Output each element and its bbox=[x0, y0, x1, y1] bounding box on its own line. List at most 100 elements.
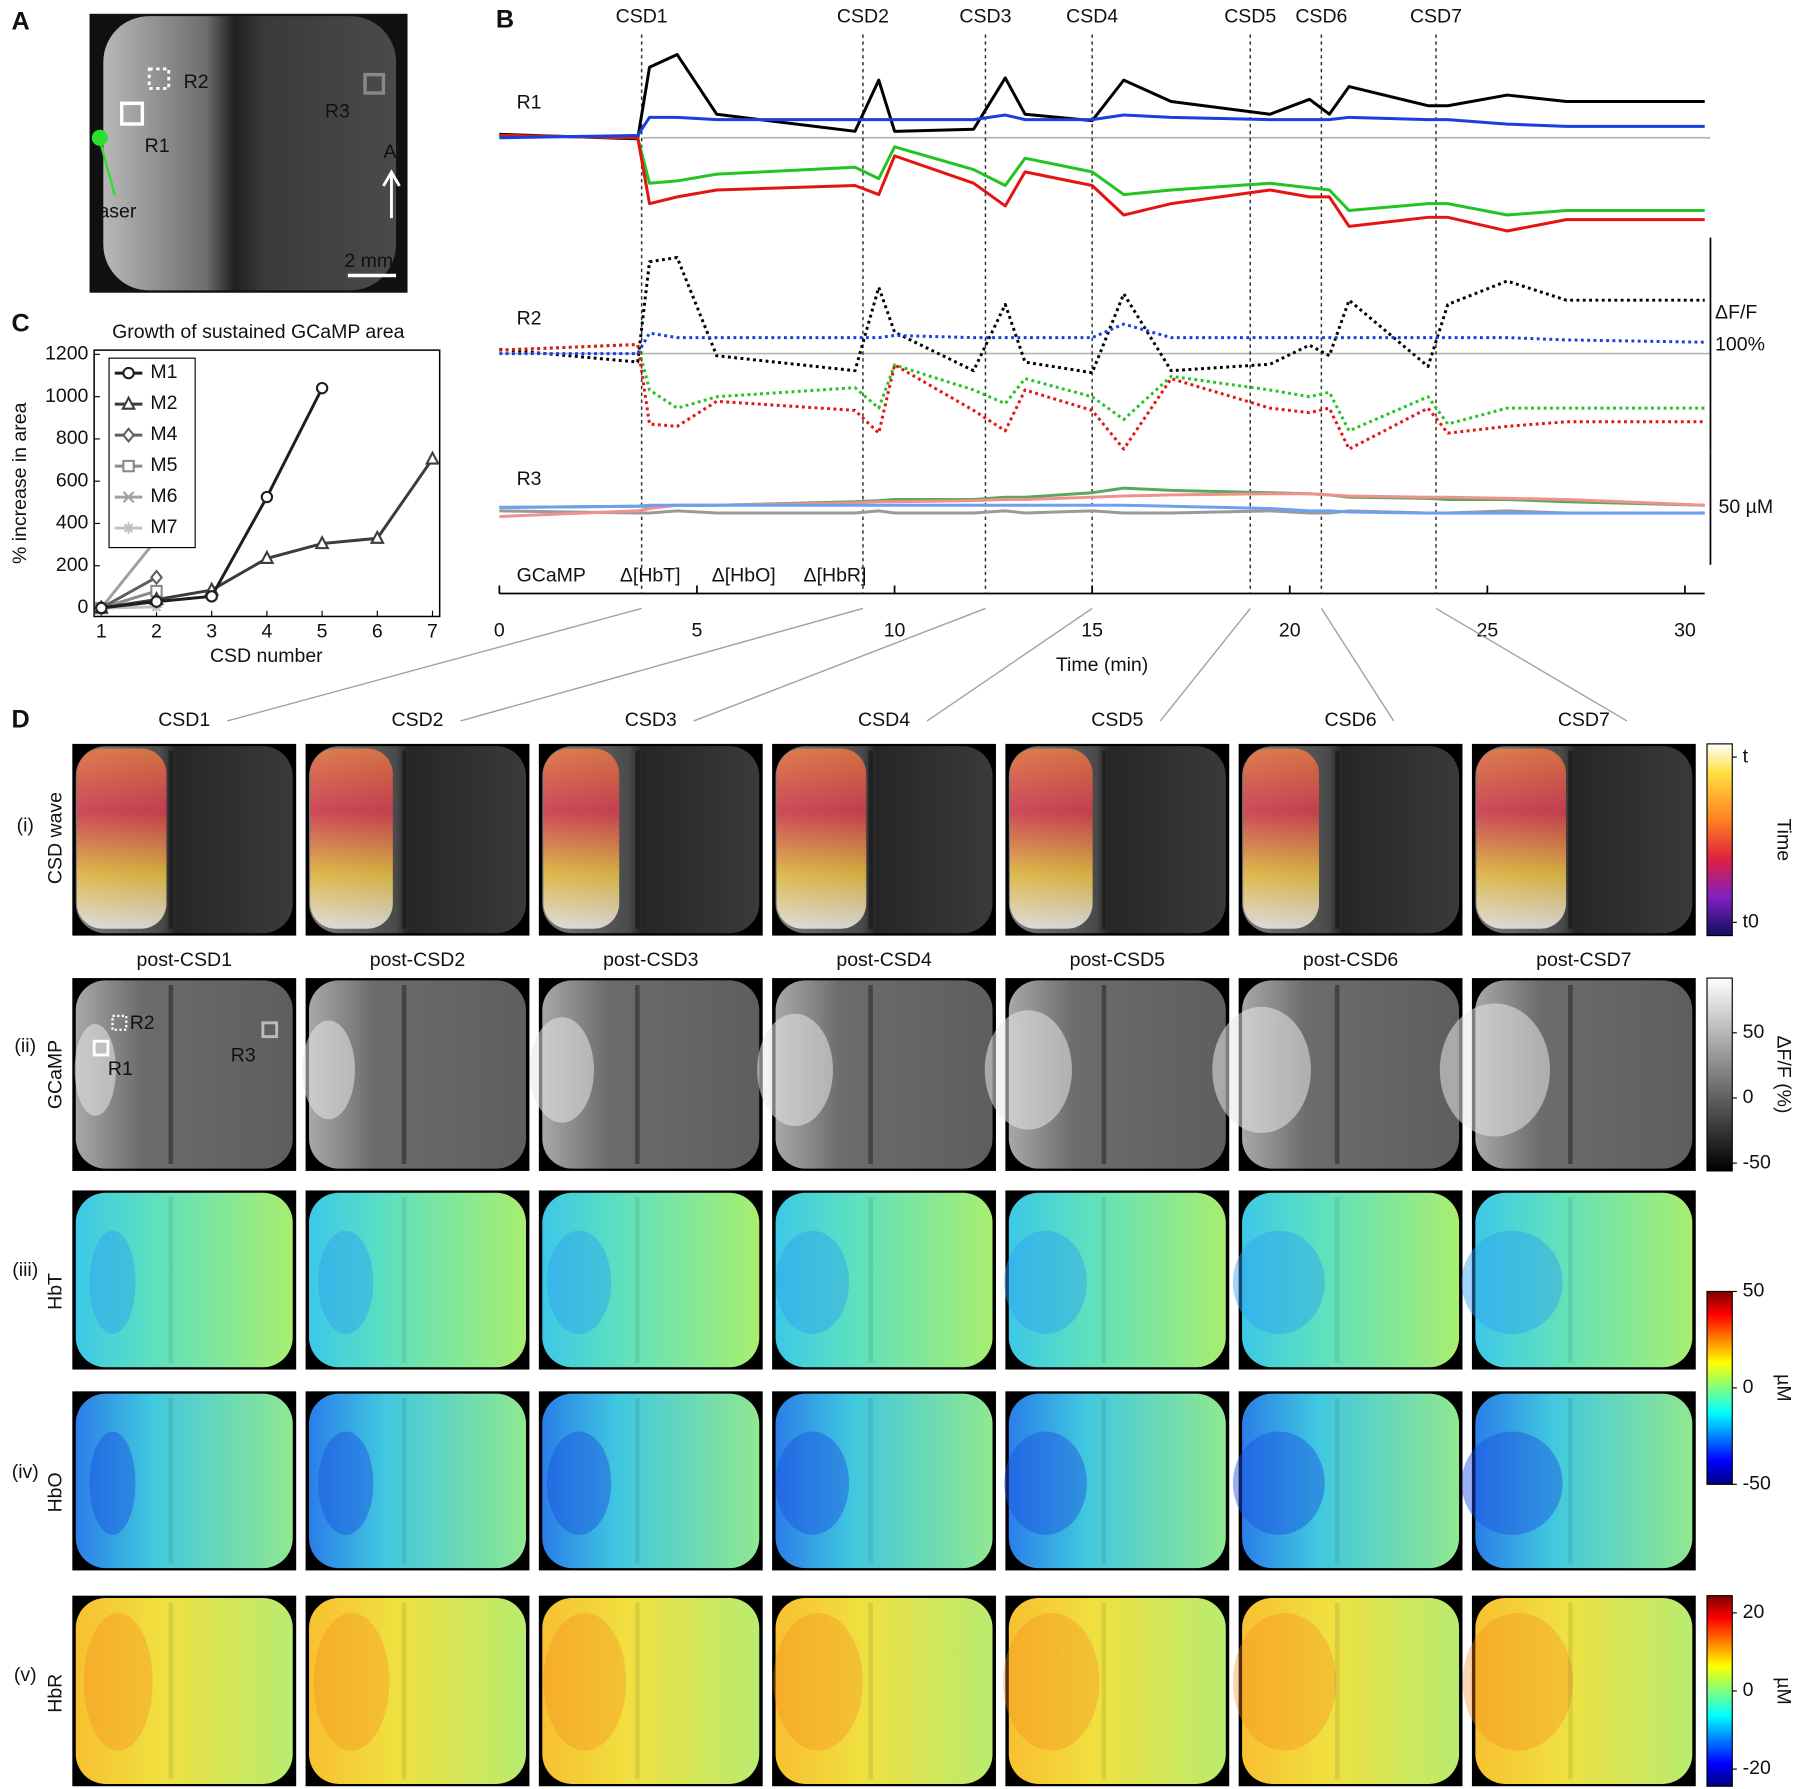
trace bbox=[499, 503, 1705, 515]
series-line bbox=[100, 576, 158, 610]
marker bbox=[425, 450, 440, 465]
roi-r2 bbox=[111, 1014, 128, 1031]
dip-region bbox=[546, 1431, 612, 1535]
row-label: GCaMP bbox=[44, 1040, 66, 1109]
x-axis-label: Time (min) bbox=[1056, 654, 1148, 676]
roi-label: R1 bbox=[108, 1058, 133, 1080]
event-label: CSD6 bbox=[1295, 5, 1347, 27]
dip-region bbox=[1004, 1230, 1087, 1334]
tile-image bbox=[775, 1597, 993, 1784]
y-tick-label: 800 bbox=[56, 427, 89, 449]
legend-entry: Δ[HbR] bbox=[804, 564, 867, 586]
tile-image bbox=[75, 1597, 293, 1784]
marker bbox=[122, 522, 135, 534]
colorbar-tick-label: 50 bbox=[1743, 1021, 1765, 1043]
dip-region bbox=[546, 1230, 612, 1334]
y-tick-label: 400 bbox=[56, 512, 89, 534]
anterior-label: A bbox=[383, 141, 396, 163]
column-label: CSD6 bbox=[1325, 709, 1377, 731]
colorbar-tick-label: 0 bbox=[1743, 1679, 1754, 1701]
marker bbox=[150, 569, 164, 586]
tile-image bbox=[75, 1192, 293, 1368]
marker bbox=[260, 490, 274, 504]
gcamp-highlight bbox=[74, 1023, 116, 1116]
row-label: CSD wave bbox=[44, 792, 66, 884]
row-numeral: (ii) bbox=[14, 1035, 36, 1057]
column-label: post-CSD1 bbox=[137, 949, 232, 971]
marker bbox=[314, 535, 330, 550]
wave-overlay bbox=[1476, 748, 1567, 929]
column-label: CSD5 bbox=[1091, 709, 1143, 731]
row-label: HbO bbox=[44, 1472, 66, 1512]
x-tick-label: 15 bbox=[1081, 620, 1103, 642]
column-label: CSD2 bbox=[391, 709, 443, 731]
x-tick-label: 4 bbox=[261, 621, 272, 643]
column-label: post-CSD7 bbox=[1536, 949, 1631, 971]
tile-image bbox=[542, 1192, 760, 1368]
tile-image bbox=[75, 1393, 293, 1569]
dip-region bbox=[1004, 1431, 1087, 1535]
trace bbox=[499, 255, 1705, 375]
marker bbox=[122, 427, 136, 444]
wave-overlay bbox=[543, 748, 620, 929]
panel-label: C bbox=[11, 310, 29, 338]
colorbar-label: µM bbox=[1773, 1677, 1795, 1704]
brain-image bbox=[103, 16, 397, 291]
scale-bar-value: 100% bbox=[1715, 334, 1765, 356]
marker bbox=[121, 395, 137, 410]
colorbar-tick-label: 20 bbox=[1743, 1601, 1765, 1623]
roi-r1 bbox=[92, 1039, 110, 1057]
gcamp-highlight bbox=[302, 1020, 355, 1120]
connector bbox=[926, 607, 1093, 722]
marker bbox=[259, 549, 275, 564]
laser-spot bbox=[91, 129, 108, 146]
dip-region bbox=[89, 1431, 136, 1535]
colorbar-tick-label: -50 bbox=[1743, 1151, 1771, 1173]
marker bbox=[205, 590, 218, 603]
laser-label: laser bbox=[94, 201, 137, 223]
tile-image bbox=[75, 980, 293, 1169]
colorbar-label: µM bbox=[1773, 1374, 1795, 1401]
panel-label: B bbox=[496, 5, 514, 33]
y-tick-label: 600 bbox=[56, 469, 89, 491]
rise-region bbox=[773, 1612, 863, 1751]
rise-region bbox=[1232, 1612, 1337, 1751]
dip-region bbox=[1232, 1230, 1325, 1334]
colorbar-label: ΔF/F (%) bbox=[1773, 1035, 1795, 1113]
roi-r2 bbox=[147, 67, 171, 90]
x-tick-label: 0 bbox=[494, 620, 505, 642]
legend-entry: M6 bbox=[150, 485, 177, 507]
tile-image bbox=[1475, 1393, 1693, 1569]
event-label: CSD3 bbox=[959, 5, 1011, 27]
tile-image bbox=[1008, 980, 1226, 1169]
x-tick-label: 5 bbox=[317, 621, 328, 643]
colorbar-tick-label: 0 bbox=[1743, 1376, 1754, 1398]
row-numeral: (iii) bbox=[12, 1259, 38, 1281]
drawn-layer: A B C D R2 R1 R3 laser A 2 mm CSD1 CSD2 CSD3 CSD4 CSD5… bbox=[9, 5, 1795, 1787]
colorbar bbox=[1706, 743, 1733, 937]
marker bbox=[95, 601, 108, 615]
colorbar-tick-label: 50 bbox=[1743, 1280, 1765, 1302]
panel-label: D bbox=[11, 706, 29, 734]
panel-label: A bbox=[11, 8, 29, 36]
y-tick-label: 200 bbox=[56, 554, 89, 576]
x-tick-label: 30 bbox=[1674, 620, 1696, 642]
tile-image bbox=[775, 1192, 993, 1368]
gcamp-highlight bbox=[1439, 1003, 1550, 1137]
rise-region bbox=[543, 1612, 627, 1751]
column-label: post-CSD2 bbox=[370, 949, 465, 971]
x-tick-label: 2 bbox=[151, 621, 162, 643]
wave-overlay bbox=[1243, 748, 1320, 929]
legend-entry: GCaMP bbox=[517, 564, 586, 586]
region-label: R2 bbox=[517, 307, 542, 329]
gcamp-highlight bbox=[757, 1013, 833, 1127]
roi-label: R2 bbox=[184, 71, 209, 93]
marker bbox=[122, 491, 135, 503]
tile-image bbox=[775, 1393, 993, 1569]
column-label: post-CSD3 bbox=[603, 949, 698, 971]
wave-overlay bbox=[776, 748, 867, 929]
marker bbox=[150, 595, 163, 608]
column-label: CSD7 bbox=[1558, 709, 1610, 731]
legend-entry: M5 bbox=[150, 454, 177, 476]
